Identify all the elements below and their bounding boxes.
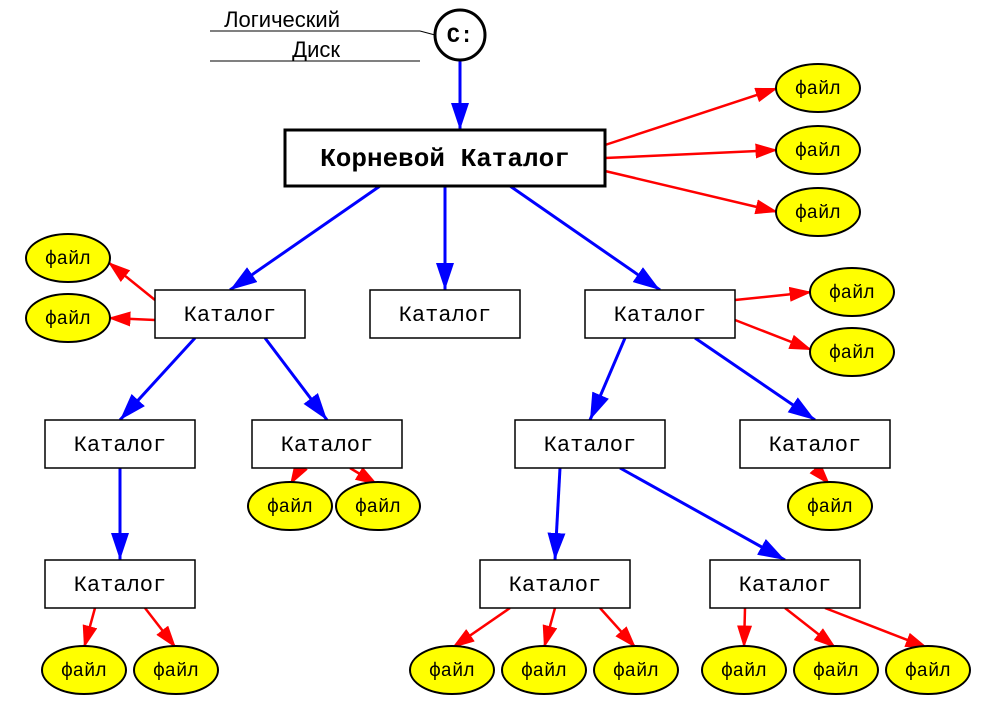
file-label: файл (829, 342, 875, 364)
file-label: файл (153, 660, 199, 682)
catalog-label: Каталог (281, 433, 373, 458)
catalog-label: Каталог (74, 573, 166, 598)
file-label: файл (813, 660, 859, 682)
file-edge (145, 608, 176, 648)
catalog-label: Каталог (509, 573, 601, 598)
structure-edge (230, 186, 380, 290)
file-edge (825, 608, 928, 648)
file-label: файл (829, 282, 875, 304)
catalog-label: Каталог (74, 433, 166, 458)
file-edge (544, 608, 555, 648)
catalog-label: Каталог (399, 303, 491, 328)
file-label: файл (795, 140, 841, 162)
file-edge (452, 608, 510, 648)
file-label: файл (267, 496, 313, 518)
catalog-label: Каталог (544, 433, 636, 458)
catalog-label: Каталог (614, 303, 706, 328)
file-edge (605, 150, 778, 158)
file-label: файл (721, 660, 767, 682)
file-label: файл (45, 308, 91, 330)
disk-label-line: Логический (224, 7, 340, 32)
file-label: файл (795, 202, 841, 224)
file-label: файл (613, 660, 659, 682)
catalog-label: Каталог (769, 433, 861, 458)
file-edge (735, 292, 812, 300)
file-edge (605, 88, 778, 145)
label-connector (420, 31, 435, 35)
root-disk-label: C: (447, 24, 473, 49)
structure-edge (590, 338, 625, 420)
catalog-label: Каталог (739, 573, 831, 598)
file-label: файл (795, 78, 841, 100)
root-catalog-label: Корневой Каталог (320, 144, 570, 174)
file-edge (605, 171, 778, 212)
structure-edge (265, 338, 327, 420)
file-label: файл (905, 660, 951, 682)
filesystem-tree-diagram: Логический Диск C: Корневой Каталог Каталог К… (0, 0, 994, 708)
file-label: файл (521, 660, 567, 682)
file-edge (600, 608, 636, 648)
file-label: файл (429, 660, 475, 682)
structure-edge (510, 186, 660, 290)
file-edge (108, 262, 155, 300)
file-label: файл (61, 660, 107, 682)
structure-edge (120, 338, 195, 420)
file-edge (744, 608, 745, 648)
file-label: файл (45, 248, 91, 270)
file-edge (108, 318, 155, 320)
structure-edge (620, 468, 785, 560)
file-label: файл (807, 496, 853, 518)
structure-edge (555, 468, 560, 560)
disk-label-line: Диск (292, 37, 340, 62)
structure-edge (695, 338, 815, 420)
file-edge (84, 608, 95, 648)
file-edge (785, 608, 836, 648)
catalog-label: Каталог (184, 303, 276, 328)
file-edge (735, 320, 812, 350)
file-label: файл (355, 496, 401, 518)
